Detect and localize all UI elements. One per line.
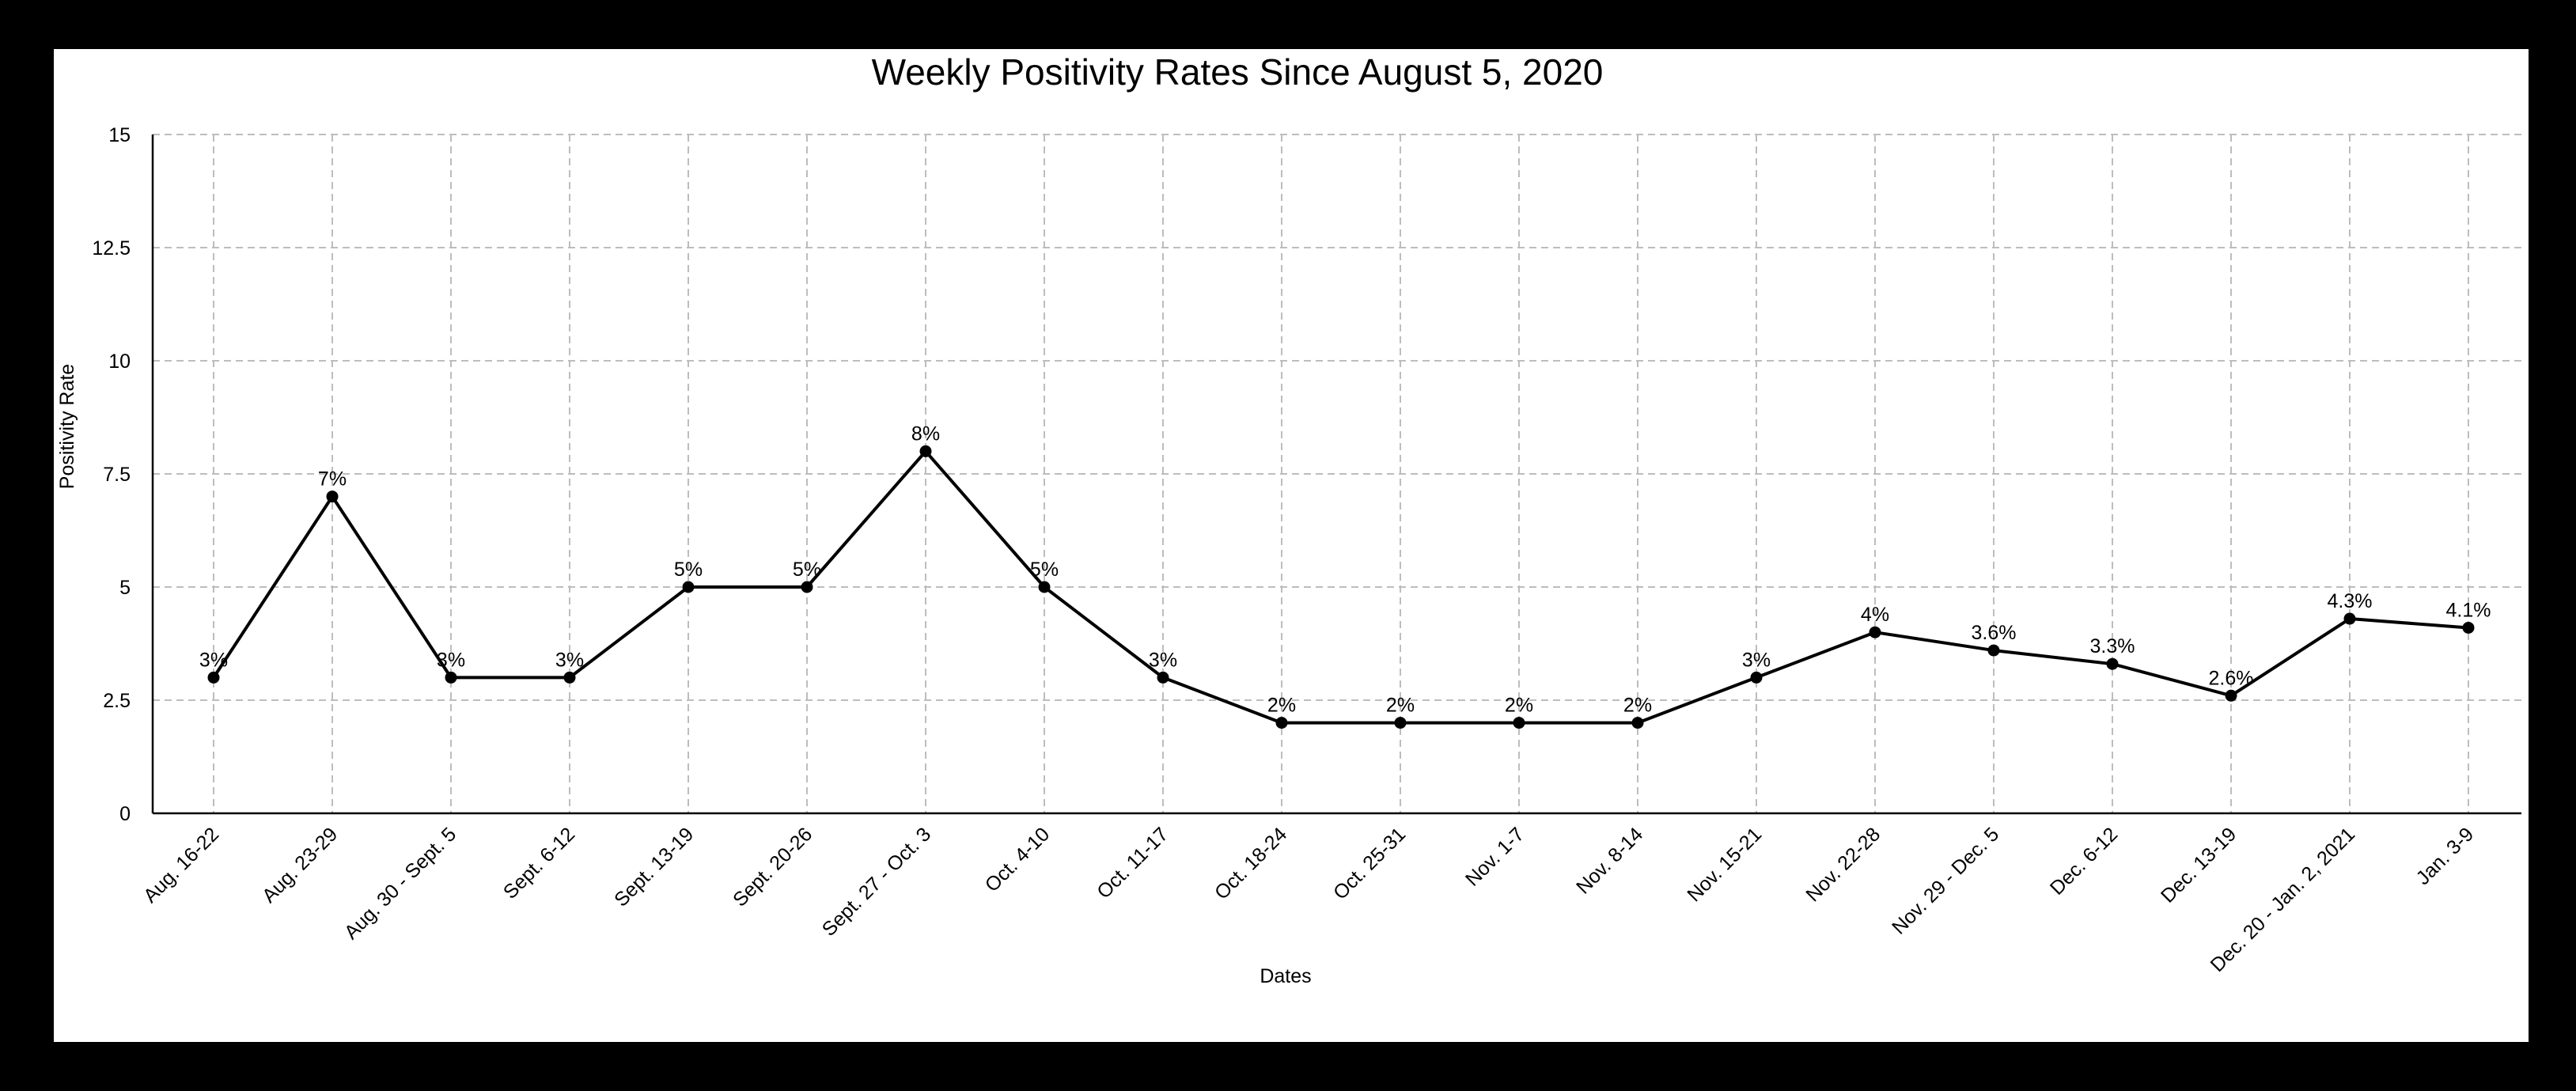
x-tick-label: Nov. 22-28 bbox=[1801, 823, 1885, 906]
x-tick-label: Oct. 18-24 bbox=[1210, 823, 1291, 903]
data-label: 3% bbox=[199, 649, 228, 671]
y-axis-label: Positivity Rate bbox=[56, 364, 78, 489]
data-label: 5% bbox=[674, 559, 703, 581]
data-point bbox=[1631, 717, 1644, 729]
y-tick-label: 15 bbox=[108, 124, 131, 146]
data-point bbox=[1275, 717, 1288, 729]
data-label: 8% bbox=[911, 422, 940, 445]
chart-panel: Weekly Positivity Rates Since August 5, … bbox=[54, 49, 2529, 1042]
data-label: 2% bbox=[1505, 695, 1533, 717]
data-label: 3% bbox=[437, 649, 465, 671]
y-tick-label: 7.5 bbox=[103, 464, 131, 486]
data-label: 2% bbox=[1386, 695, 1415, 717]
x-tick-label: Jan. 3-9 bbox=[2412, 823, 2479, 889]
data-label: 5% bbox=[793, 559, 821, 581]
y-tick-label: 0 bbox=[119, 803, 131, 825]
data-label: 2% bbox=[1623, 695, 1652, 717]
x-tick-label: Aug. 23-29 bbox=[258, 823, 342, 907]
y-tick-label: 2.5 bbox=[103, 690, 131, 712]
data-label: 4% bbox=[1861, 604, 1889, 626]
x-tick-label: Sept. 27 - Oct. 3 bbox=[818, 823, 936, 941]
x-tick-label: Oct. 4-10 bbox=[981, 823, 1055, 896]
x-tick-label: Oct. 11-17 bbox=[1093, 823, 1172, 903]
data-point bbox=[2462, 621, 2475, 634]
grid bbox=[153, 134, 2521, 813]
x-axis-label: Dates bbox=[1260, 965, 1311, 987]
x-tick-label: Sept. 13-19 bbox=[610, 823, 698, 911]
y-tick-label: 10 bbox=[108, 350, 131, 373]
x-tick-label: Nov. 29 - Dec. 5 bbox=[1888, 823, 2003, 938]
data-point bbox=[1987, 644, 2000, 657]
data-point bbox=[1157, 671, 1169, 684]
series-line bbox=[212, 449, 2469, 725]
data-label: 3% bbox=[555, 649, 584, 671]
x-tick-label: Nov. 1-7 bbox=[1461, 823, 1529, 890]
x-tick-label: Sept. 20-26 bbox=[729, 823, 816, 911]
data-label: 4.3% bbox=[2328, 590, 2373, 612]
data-label: 2% bbox=[1267, 695, 1296, 717]
data-label: 4.1% bbox=[2446, 599, 2491, 621]
x-tick-label: Nov. 15-21 bbox=[1683, 823, 1766, 906]
data-point bbox=[207, 671, 220, 684]
data-point bbox=[326, 491, 339, 503]
series bbox=[207, 445, 2475, 729]
y-tick-label: 12.5 bbox=[92, 237, 131, 259]
data-point bbox=[1513, 717, 1525, 729]
data-labels: 3% 7% 3% 3% 5% 5% 8% 5% 3% 2% 2% 2% 2% 3% 4% 3.6% 3.3% 2.… bbox=[199, 422, 2491, 716]
data-point bbox=[445, 671, 457, 684]
data-point bbox=[563, 671, 576, 684]
data-label: 3.6% bbox=[1972, 622, 2017, 644]
x-tick-label: Dec. 13-19 bbox=[2157, 823, 2241, 907]
data-point bbox=[682, 581, 695, 593]
x-tick-label: Aug. 30 - Sept. 5 bbox=[340, 823, 460, 943]
x-tick-label: Oct. 25-31 bbox=[1329, 823, 1410, 903]
y-tick-label: 5 bbox=[119, 577, 131, 599]
x-tick-label: Aug. 16-22 bbox=[139, 823, 223, 907]
data-point bbox=[1038, 581, 1051, 593]
data-point bbox=[919, 445, 932, 457]
x-tick-label: Nov. 8-14 bbox=[1572, 823, 1647, 898]
data-label: 3% bbox=[1149, 649, 1177, 671]
y-tick-labels: 0 2.5 5 7.5 10 12.5 15 bbox=[92, 124, 131, 825]
x-tick-label: Sept. 6-12 bbox=[499, 823, 579, 903]
data-label: 3% bbox=[1742, 649, 1771, 671]
data-point bbox=[2225, 689, 2237, 702]
data-point bbox=[2343, 612, 2356, 625]
data-label: 2.6% bbox=[2209, 667, 2254, 689]
data-point bbox=[1869, 626, 1881, 638]
x-tick-label: Dec. 6-12 bbox=[2046, 823, 2122, 899]
axes bbox=[151, 134, 2521, 815]
chart-title: Weekly Positivity Rates Since August 5, … bbox=[872, 51, 1604, 93]
data-point bbox=[2106, 657, 2119, 670]
data-point bbox=[801, 581, 813, 593]
line-chart: Weekly Positivity Rates Since August 5, … bbox=[56, 51, 2521, 987]
data-point bbox=[1750, 671, 1763, 684]
data-label: 7% bbox=[318, 468, 347, 491]
data-label: 3.3% bbox=[2090, 635, 2135, 657]
data-point bbox=[1394, 717, 1407, 729]
data-label: 5% bbox=[1030, 559, 1059, 581]
